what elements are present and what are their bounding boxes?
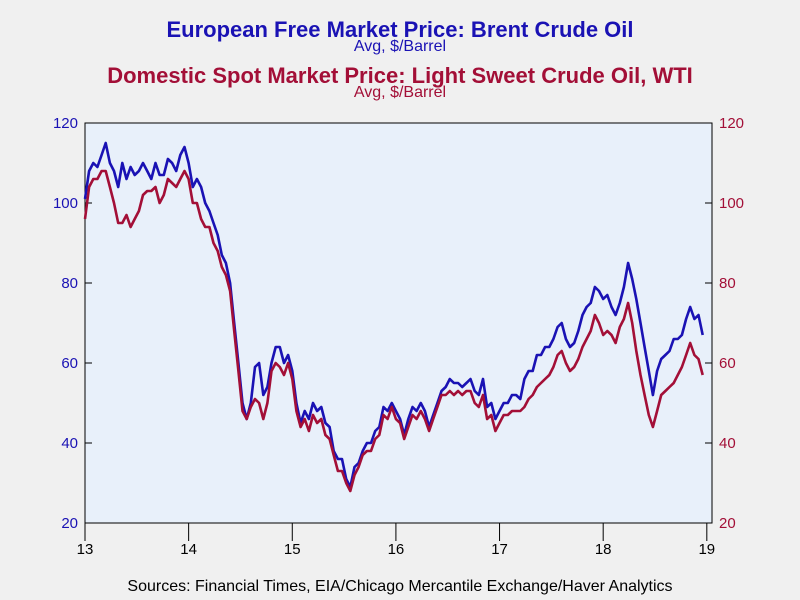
brent-series-title: European Free Market Price: Brent Crude …	[166, 17, 634, 42]
brent-series-subtitle: Avg, $/Barrel	[353, 38, 447, 55]
source-note: Sources: Financial Times, EIA/Chicago Me…	[127, 578, 673, 595]
y-right-tick-label: 60	[719, 355, 736, 372]
y-right-tick-label: 80	[719, 275, 736, 292]
wti-line	[83, 169, 704, 493]
x-tick-label: 15	[284, 541, 301, 558]
y-left-tick-label: 100	[53, 195, 78, 212]
y-left-tick-label: 80	[61, 275, 78, 292]
wti-series-title: Domestic Spot Market Price: Light Sweet …	[107, 63, 693, 88]
y-left-tick-label: 20	[61, 515, 78, 532]
wti-series-subtitle: Avg, $/Barrel	[353, 84, 447, 101]
y-left-tick-label: 120	[53, 115, 78, 132]
x-tick-label: 19	[698, 541, 715, 558]
series-lines	[83, 141, 704, 493]
y-left-tick-label: 40	[61, 435, 78, 452]
x-tick-label: 17	[491, 541, 508, 558]
x-tick-label: 16	[388, 541, 405, 558]
y-right-tick-label: 40	[719, 435, 736, 452]
x-tick-label: 18	[595, 541, 612, 558]
y-right-tick-label: 100	[719, 195, 744, 212]
x-tick-label: 14	[180, 541, 197, 558]
x-tick-label: 13	[77, 541, 94, 558]
y-left-tick-label: 60	[61, 355, 78, 372]
y-right-tick-label: 20	[719, 515, 736, 532]
axes: 20 20 40 40 60 60 80 80 100 100 120 120 13 14 15 16 17 18…	[53, 115, 744, 558]
y-right-tick-label: 120	[719, 115, 744, 132]
brent-line	[83, 141, 704, 489]
